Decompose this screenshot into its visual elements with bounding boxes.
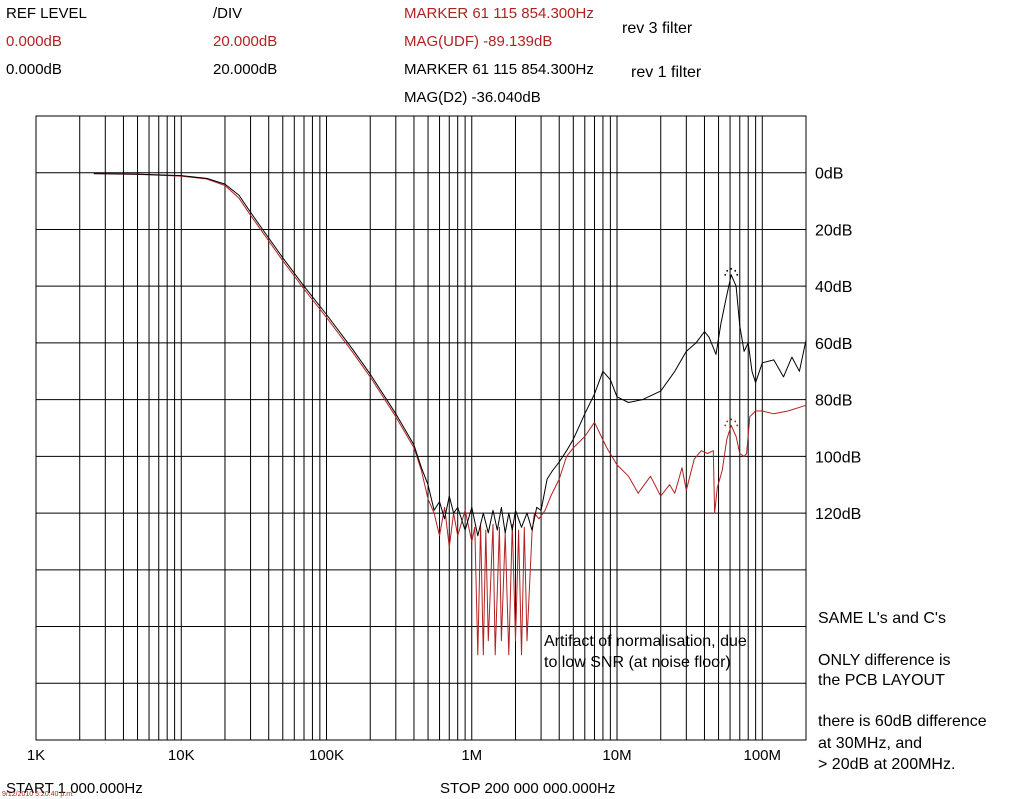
marker-dot — [726, 269, 729, 272]
note-only-diff-line2: the PCB LAYOUT — [818, 672, 945, 689]
rev3-marker-readout: MARKER 61 115 854.300Hz — [404, 5, 594, 22]
x-tick-label: 10K — [168, 747, 195, 764]
marker-point-rev1 — [724, 267, 739, 276]
y-tick-label: 40dB — [815, 279, 852, 296]
note-60db-line2: at 30MHz, and — [818, 735, 923, 752]
rev3-div: 20.000dB — [213, 33, 278, 50]
note-only-diff-line1: ONLY difference is — [818, 652, 951, 669]
artifact-note-line1: Artifact of normalisation, due — [544, 633, 747, 650]
marker-point-rev3 — [724, 418, 739, 427]
marker-dot — [730, 267, 733, 270]
marker-dot — [730, 418, 733, 421]
marker-dot — [734, 420, 737, 423]
x-tick-label: 100K — [309, 747, 344, 764]
rev3-ref-level: 0.000dB — [6, 33, 62, 50]
ref-level-label: REF LEVEL — [6, 5, 87, 22]
plot-border — [35, 115, 807, 741]
marker-dot — [724, 424, 727, 427]
y-tick-label: 100dB — [815, 449, 861, 466]
marker-dot — [736, 424, 739, 427]
marker-dot — [736, 273, 739, 276]
artifact-note-line2: to low SNR (at noise floor) — [544, 654, 731, 671]
div-label: /DIV — [213, 5, 243, 22]
series-line-rev3 — [93, 173, 807, 656]
x-tick-label: 100M — [744, 747, 782, 764]
x-tick-label: 10M — [602, 747, 631, 764]
rev3-mag-readout: MAG(UDF) -89.139dB — [404, 33, 553, 50]
marker-layer — [724, 267, 739, 427]
marker-dot — [726, 420, 729, 423]
x-tick-label: 1M — [461, 747, 482, 764]
timestamp: 9/12/2010 5:20:40 p.m. — [2, 791, 74, 798]
y-tick-label: 60dB — [815, 336, 852, 353]
y-tick-label: 120dB — [815, 506, 861, 523]
y-tick-label: 80dB — [815, 393, 852, 410]
note-60db-line3: > 20dB at 200MHz. — [818, 756, 956, 773]
stop-frequency: STOP 200 000 000.000Hz — [440, 780, 616, 797]
rev1-filter-name: rev 1 filter — [631, 64, 702, 81]
rev1-div: 20.000dB — [213, 61, 278, 78]
y-tick-label: 0dB — [815, 166, 843, 183]
note-same-lc: SAME L's and C's — [818, 610, 946, 627]
grid — [35, 115, 807, 741]
series-layer — [93, 173, 807, 656]
y-tick-label: 20dB — [815, 222, 852, 239]
rev3-filter-name: rev 3 filter — [622, 20, 693, 37]
rev1-ref-level: 0.000dB — [6, 61, 62, 78]
series-line-rev1 — [93, 173, 807, 537]
note-60db-line1: there is 60dB difference — [818, 713, 987, 730]
marker-dot — [734, 269, 737, 272]
rev1-mag-readout: MAG(D2) -36.040dB — [404, 89, 541, 106]
rev1-marker-readout: MARKER 61 115 854.300Hz — [404, 61, 594, 78]
start-frequency: START 1 000.000Hz — [6, 780, 143, 797]
x-tick-label: 1K — [27, 747, 45, 764]
marker-dot — [724, 273, 727, 276]
axis-labels: 1K 10K 100K 1M 10M 100M 0dB 20dB 40dB 60dB 80dB 100… — [27, 166, 861, 764]
